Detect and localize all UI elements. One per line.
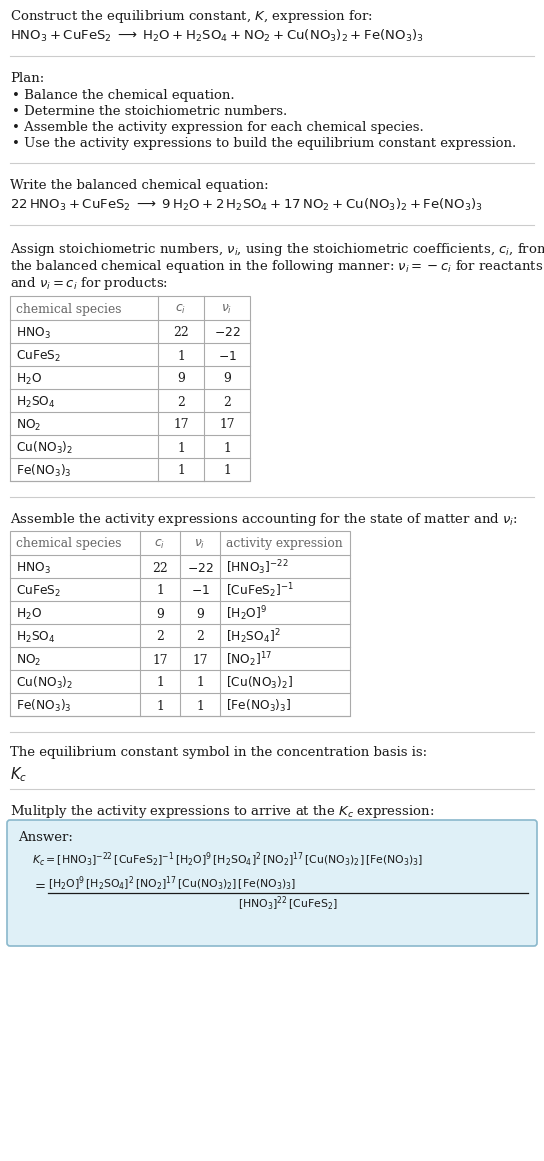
Text: 2: 2	[223, 396, 231, 409]
Text: $\mathrm{22\,HNO_3 + CuFeS_2 \;\longrightarrow\; 9\,H_2O + 2\,H_2SO_4 + 17\,NO_2: $\mathrm{22\,HNO_3 + CuFeS_2 \;\longrigh…	[10, 197, 483, 214]
Text: 1: 1	[156, 677, 164, 690]
Text: 17: 17	[152, 654, 168, 666]
Text: $[\mathrm{H_2O}]^{9}$: $[\mathrm{H_2O}]^{9}$	[226, 605, 267, 623]
Text: $\nu_i$: $\nu_i$	[194, 538, 206, 550]
Text: 1: 1	[223, 464, 231, 477]
Text: $[\mathrm{H_2O}]^{9}\,[\mathrm{H_2SO_4}]^{2}\,[\mathrm{NO_2}]^{17}\,[\mathrm{Cu(: $[\mathrm{H_2O}]^{9}\,[\mathrm{H_2SO_4}]…	[48, 875, 296, 894]
Text: $\mathrm{H_2O}$: $\mathrm{H_2O}$	[16, 372, 42, 387]
Text: 9: 9	[177, 373, 185, 385]
Text: $-22$: $-22$	[187, 562, 213, 575]
Text: 17: 17	[173, 418, 189, 432]
FancyBboxPatch shape	[7, 820, 537, 946]
Text: $\nu_i$: $\nu_i$	[221, 303, 233, 316]
Text: $[\mathrm{HNO_3}]^{22}\,[\mathrm{CuFeS_2}]$: $[\mathrm{HNO_3}]^{22}\,[\mathrm{CuFeS_2…	[238, 895, 338, 914]
Text: 1: 1	[177, 441, 185, 454]
Text: 2: 2	[156, 630, 164, 643]
Text: $[\mathrm{H_2SO_4}]^{2}$: $[\mathrm{H_2SO_4}]^{2}$	[226, 628, 281, 647]
Text: 17: 17	[192, 654, 208, 666]
Text: 2: 2	[177, 396, 185, 409]
Text: 9: 9	[156, 607, 164, 620]
Text: 22: 22	[173, 326, 189, 339]
Text: $c_i$: $c_i$	[176, 303, 187, 316]
Text: the balanced chemical equation in the following manner: $\nu_i = -c_i$ for react: the balanced chemical equation in the fo…	[10, 258, 543, 275]
Text: Plan:: Plan:	[10, 72, 44, 85]
Text: 9: 9	[223, 373, 231, 385]
Text: • Balance the chemical equation.: • Balance the chemical equation.	[12, 89, 234, 102]
Text: activity expression: activity expression	[226, 538, 343, 550]
Text: 17: 17	[219, 418, 235, 432]
Text: $\mathrm{Fe(NO_3)_3}$: $\mathrm{Fe(NO_3)_3}$	[16, 698, 72, 714]
Text: $\mathrm{HNO_3}$: $\mathrm{HNO_3}$	[16, 325, 51, 340]
Text: $\mathrm{CuFeS_2}$: $\mathrm{CuFeS_2}$	[16, 348, 61, 363]
Text: 1: 1	[177, 464, 185, 477]
Text: 1: 1	[156, 699, 164, 713]
Text: 1: 1	[223, 441, 231, 454]
Text: 1: 1	[156, 584, 164, 598]
Text: $[\mathrm{Cu(NO_3)_2}]$: $[\mathrm{Cu(NO_3)_2}]$	[226, 675, 293, 691]
Text: chemical species: chemical species	[16, 538, 121, 550]
Text: 2: 2	[196, 630, 204, 643]
Text: $[\mathrm{NO_2}]^{17}$: $[\mathrm{NO_2}]^{17}$	[226, 650, 273, 670]
Text: Answer:: Answer:	[18, 831, 73, 844]
Text: $\mathrm{H_2O}$: $\mathrm{H_2O}$	[16, 606, 42, 621]
Text: $\mathrm{HNO_3}$: $\mathrm{HNO_3}$	[16, 561, 51, 576]
Text: The equilibrium constant symbol in the concentration basis is:: The equilibrium constant symbol in the c…	[10, 747, 427, 759]
Text: 22: 22	[152, 562, 168, 575]
Text: $\mathrm{NO_2}$: $\mathrm{NO_2}$	[16, 418, 41, 433]
Text: $-22$: $-22$	[214, 326, 240, 339]
Text: Assemble the activity expressions accounting for the state of matter and $\nu_i$: Assemble the activity expressions accoun…	[10, 511, 518, 528]
Bar	[10, 296, 250, 481]
Text: 9: 9	[196, 607, 204, 620]
Text: $K_c = [\mathrm{HNO_3}]^{-22}\,[\mathrm{CuFeS_2}]^{-1}\,[\mathrm{H_2O}]^{9}\,[\m: $K_c = [\mathrm{HNO_3}]^{-22}\,[\mathrm{…	[32, 851, 423, 870]
Text: $K_c$: $K_c$	[10, 765, 27, 784]
Text: 1: 1	[177, 349, 185, 362]
Text: Construct the equilibrium constant, $K$, expression for:: Construct the equilibrium constant, $K$,…	[10, 8, 373, 26]
Text: $\mathrm{HNO_3 + CuFeS_2 \;\longrightarrow\; H_2O + H_2SO_4 + NO_2 + Cu(NO_3)_2 : $\mathrm{HNO_3 + CuFeS_2 \;\longrightarr…	[10, 28, 424, 44]
Text: Assign stoichiometric numbers, $\nu_i$, using the stoichiometric coefficients, $: Assign stoichiometric numbers, $\nu_i$, …	[10, 241, 544, 258]
Text: Mulitply the activity expressions to arrive at the $K_c$ expression:: Mulitply the activity expressions to arr…	[10, 803, 434, 820]
Text: • Assemble the activity expression for each chemical species.: • Assemble the activity expression for e…	[12, 121, 424, 134]
Text: $\mathrm{CuFeS_2}$: $\mathrm{CuFeS_2}$	[16, 584, 61, 599]
Text: • Use the activity expressions to build the equilibrium constant expression.: • Use the activity expressions to build …	[12, 137, 516, 150]
Text: $\mathrm{Fe(NO_3)_3}$: $\mathrm{Fe(NO_3)_3}$	[16, 463, 72, 479]
Text: Write the balanced chemical equation:: Write the balanced chemical equation:	[10, 179, 269, 192]
Text: 1: 1	[196, 699, 204, 713]
Text: $\mathrm{Cu(NO_3)_2}$: $\mathrm{Cu(NO_3)_2}$	[16, 675, 73, 691]
Text: $\mathrm{H_2SO_4}$: $\mathrm{H_2SO_4}$	[16, 629, 55, 644]
Text: $\mathrm{H_2SO_4}$: $\mathrm{H_2SO_4}$	[16, 395, 55, 410]
Text: $\mathrm{NO_2}$: $\mathrm{NO_2}$	[16, 652, 41, 668]
Text: $=$: $=$	[32, 879, 46, 892]
Bar	[10, 531, 350, 716]
Text: • Determine the stoichiometric numbers.: • Determine the stoichiometric numbers.	[12, 104, 287, 118]
Text: $c_i$: $c_i$	[154, 538, 165, 550]
Text: $[\mathrm{Fe(NO_3)_3}]$: $[\mathrm{Fe(NO_3)_3}]$	[226, 698, 292, 714]
Text: $-1$: $-1$	[190, 584, 209, 598]
Text: $-1$: $-1$	[218, 349, 237, 362]
Text: chemical species: chemical species	[16, 303, 121, 316]
Text: $[\mathrm{CuFeS_2}]^{-1}$: $[\mathrm{CuFeS_2}]^{-1}$	[226, 582, 294, 600]
Text: $\mathrm{Cu(NO_3)_2}$: $\mathrm{Cu(NO_3)_2}$	[16, 440, 73, 456]
Text: 1: 1	[196, 677, 204, 690]
Text: and $\nu_i = c_i$ for products:: and $\nu_i = c_i$ for products:	[10, 275, 168, 293]
Text: $[\mathrm{HNO_3}]^{-22}$: $[\mathrm{HNO_3}]^{-22}$	[226, 558, 289, 577]
